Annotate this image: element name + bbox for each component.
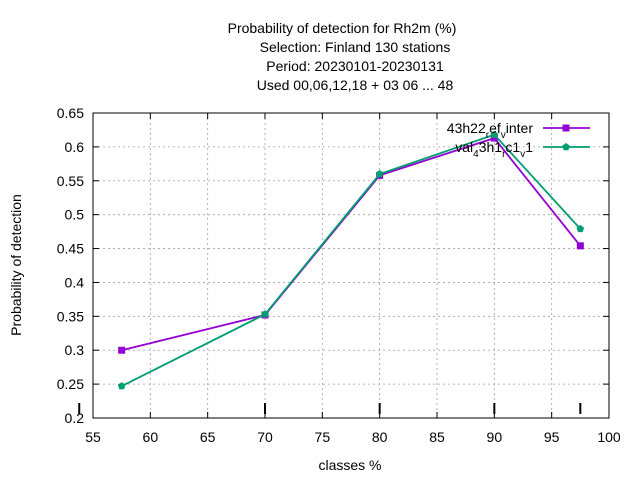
x-axis-ticks: 55 60 65 70 75 80 85 90 95 100 <box>85 113 621 445</box>
legend-label: val4​3h1r​c1v​1 <box>455 139 533 160</box>
y-axis-ticks: 0.2 0.25 0.3 0.35 0.4 0.45 0.5 0.55 0.6 0.65 <box>57 105 609 426</box>
y-tick-label: 0.45 <box>57 241 84 257</box>
data-point <box>576 242 584 250</box>
plot-frame <box>92 112 610 419</box>
data-point <box>576 224 585 233</box>
data-point <box>261 310 269 318</box>
data-point <box>375 170 384 178</box>
title-line-4: Used 00,06,12,18 + 03 06 ... 48 <box>257 77 454 93</box>
legend-entry-2: val4​3h1r​c1v​1 <box>455 139 590 160</box>
y-tick-label: 0.65 <box>57 105 84 121</box>
x-axis-label: classes % <box>318 457 381 473</box>
y-tick-label: 0.6 <box>65 139 85 155</box>
x-tick-label: 95 <box>544 429 560 445</box>
legend-marker <box>562 124 570 132</box>
title-line-2: Selection: Finland 130 stations <box>260 39 451 55</box>
title-line-1: Probability of detection for Rh2m (%) <box>228 20 457 36</box>
y-axis-label: Probability of detection <box>8 194 24 336</box>
y-tick-label: 0.3 <box>65 342 85 358</box>
x-tick-label: 70 <box>257 429 273 445</box>
data-point <box>490 134 498 142</box>
data-point <box>490 130 499 138</box>
x-tick-label: 80 <box>372 429 388 445</box>
x-tick-label: 65 <box>200 429 216 445</box>
series-1 <box>118 134 584 354</box>
x-tick-label: 85 <box>429 429 445 445</box>
x-tick-label: 100 <box>597 429 621 445</box>
series-line <box>121 137 582 352</box>
y-tick-label: 0.35 <box>57 308 84 324</box>
title-line-3: Period: 20230101-20230131 <box>266 58 444 74</box>
series-2 <box>117 130 585 390</box>
grid <box>93 113 609 418</box>
y-tick-label: 0.2 <box>65 410 85 426</box>
data-point <box>117 382 126 390</box>
y-tick-label: 0.25 <box>57 376 84 392</box>
x-tick-label: 75 <box>315 429 331 445</box>
x-axis-class-markers <box>78 403 582 414</box>
y-tick-label: 0.5 <box>65 207 85 223</box>
legend-label: 43h22r​efv​inter <box>447 120 534 141</box>
legend-marker <box>562 143 570 151</box>
series-line <box>121 133 581 387</box>
y-tick-label: 0.4 <box>65 274 85 290</box>
x-tick-label: 55 <box>85 429 101 445</box>
y-tick-label: 0.55 <box>57 173 84 189</box>
x-tick-label: 60 <box>143 429 159 445</box>
data-point <box>118 346 126 354</box>
legend-entry-1: 43h22r​efv​inter <box>447 120 590 141</box>
x-tick-label: 90 <box>487 429 503 445</box>
series-group <box>117 130 585 390</box>
chart-title: Probability of detection for Rh2m (%) Se… <box>228 20 457 93</box>
